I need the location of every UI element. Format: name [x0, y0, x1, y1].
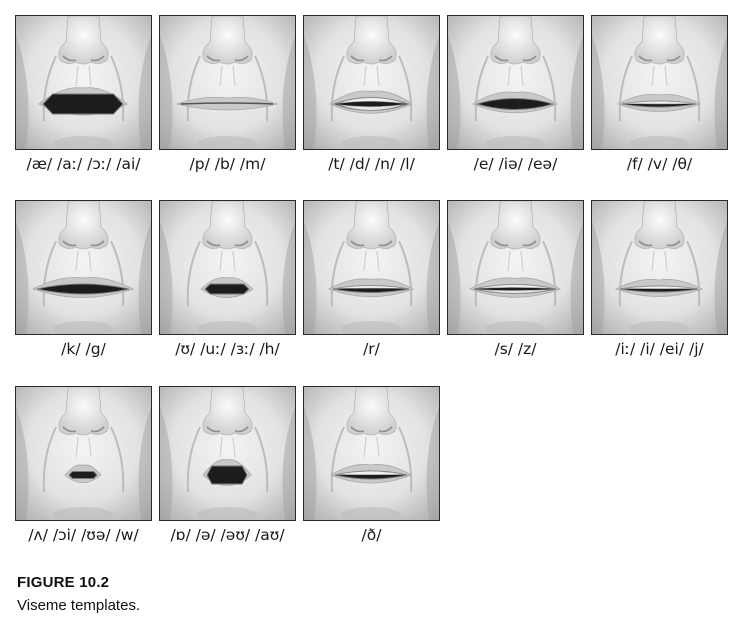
- figure-caption: Viseme templates.: [17, 597, 141, 614]
- mouth-render: [160, 387, 295, 520]
- viseme-face-image: [159, 386, 296, 521]
- figure-label: FIGURE 10.2: [17, 574, 110, 591]
- viseme-label: /ð/: [361, 526, 382, 544]
- viseme-face-image: [303, 386, 440, 521]
- viseme-face-image: [15, 386, 152, 521]
- viseme-label: /r/: [363, 340, 380, 358]
- viseme-face-image: [303, 200, 440, 335]
- mouth-render: [448, 16, 583, 149]
- viseme-face-image: [15, 15, 152, 150]
- viseme-label: /iː/ /i/ /ei/ /j/: [615, 340, 704, 358]
- viseme-face-image: [591, 15, 728, 150]
- viseme-label: /ʊ/ /uː/ /ɜː/ /h/: [175, 340, 280, 358]
- viseme-face-image: [447, 200, 584, 335]
- mouth-render: [160, 201, 295, 334]
- viseme-label: /p/ /b/ /m/: [189, 155, 266, 173]
- viseme-label: /k/ /g/: [61, 340, 106, 358]
- viseme-face-image: [15, 200, 152, 335]
- viseme-label: /æ/ /aː/ /ɔː/ /ai/: [26, 155, 141, 173]
- mouth-render: [304, 201, 439, 334]
- mouth-render: [16, 16, 151, 149]
- mouth-render: [160, 16, 295, 149]
- viseme-face-image: [159, 200, 296, 335]
- mouth-render: [448, 201, 583, 334]
- viseme-face-image: [303, 15, 440, 150]
- viseme-label: /ʌ/ /ɔi/ /ʊə/ /w/: [28, 526, 139, 544]
- viseme-label: /s/ /z/: [494, 340, 537, 358]
- viseme-label: /ɒ/ /ə/ /əʊ/ /aʊ/: [170, 526, 285, 544]
- mouth-render: [592, 16, 727, 149]
- viseme-face-image: [591, 200, 728, 335]
- viseme-label: /e/ /iə/ /eə/: [473, 155, 558, 173]
- viseme-face-image: [159, 15, 296, 150]
- viseme-label: /t/ /d/ /n/ /l/: [328, 155, 415, 173]
- viseme-grid: /æ/ /aː/ /ɔː/ /ai/ /p/ /b/ /m/ /t/ /d/ /n/…: [15, 15, 728, 544]
- mouth-render: [16, 201, 151, 334]
- mouth-render: [304, 387, 439, 520]
- viseme-label: /f/ /v/ /θ/: [626, 155, 693, 173]
- mouth-render: [304, 16, 439, 149]
- viseme-face-image: [447, 15, 584, 150]
- mouth-render: [592, 201, 727, 334]
- mouth-render: [16, 387, 151, 520]
